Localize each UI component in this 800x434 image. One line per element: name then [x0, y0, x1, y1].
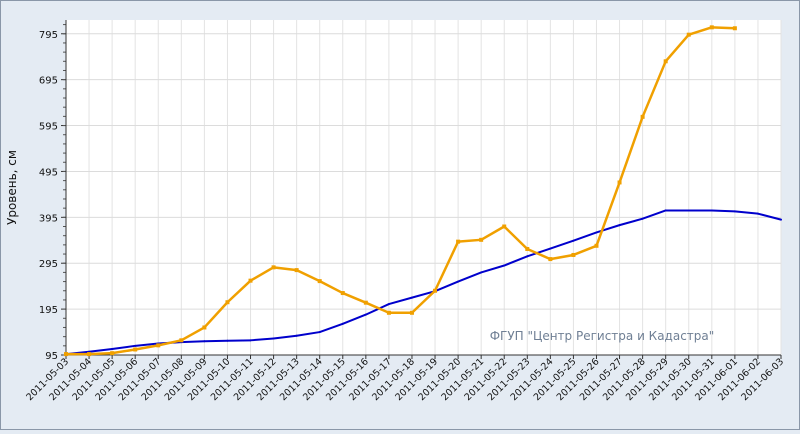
y-tick-label: 495	[39, 167, 58, 178]
data-point	[249, 279, 253, 283]
data-point	[502, 225, 506, 229]
data-point	[594, 244, 598, 248]
y-tick-label: 295	[39, 259, 58, 270]
y-tick-label: 595	[39, 122, 58, 133]
series-line-segment	[712, 27, 735, 28]
plot-area	[66, 20, 781, 355]
data-point	[618, 180, 622, 184]
data-point	[318, 279, 322, 283]
watermark-text: ФГУП "Центр Регистра и Кадастра"	[490, 329, 715, 343]
data-point	[179, 338, 183, 342]
y-axis-title: Уровень, см	[5, 150, 19, 225]
data-point	[156, 343, 160, 347]
data-point	[87, 352, 91, 356]
data-point	[525, 247, 529, 251]
data-point	[433, 289, 437, 293]
data-point	[456, 240, 460, 244]
data-point	[364, 301, 368, 305]
data-point	[110, 351, 114, 355]
y-tick-label: 195	[39, 305, 58, 316]
data-point	[341, 291, 345, 295]
data-point	[272, 265, 276, 269]
data-point	[687, 33, 691, 37]
data-point	[479, 238, 483, 242]
series-line-segment	[89, 353, 112, 354]
data-point	[664, 59, 668, 63]
data-point	[548, 257, 552, 261]
data-point	[64, 352, 68, 356]
data-point	[225, 300, 229, 304]
y-tick-label: 95	[45, 351, 58, 362]
data-point	[571, 253, 575, 257]
y-tick-label: 695	[39, 76, 58, 87]
data-point	[733, 26, 737, 30]
series-line-segment	[712, 210, 735, 211]
data-point	[133, 347, 137, 351]
data-point	[202, 325, 206, 329]
data-point	[410, 311, 414, 315]
data-point	[641, 115, 645, 119]
data-point	[295, 268, 299, 272]
data-point	[387, 311, 391, 315]
y-tick-label: 795	[39, 30, 58, 41]
data-point	[710, 25, 714, 29]
series-line-segment	[181, 341, 204, 342]
y-tick-label: 395	[39, 213, 58, 224]
